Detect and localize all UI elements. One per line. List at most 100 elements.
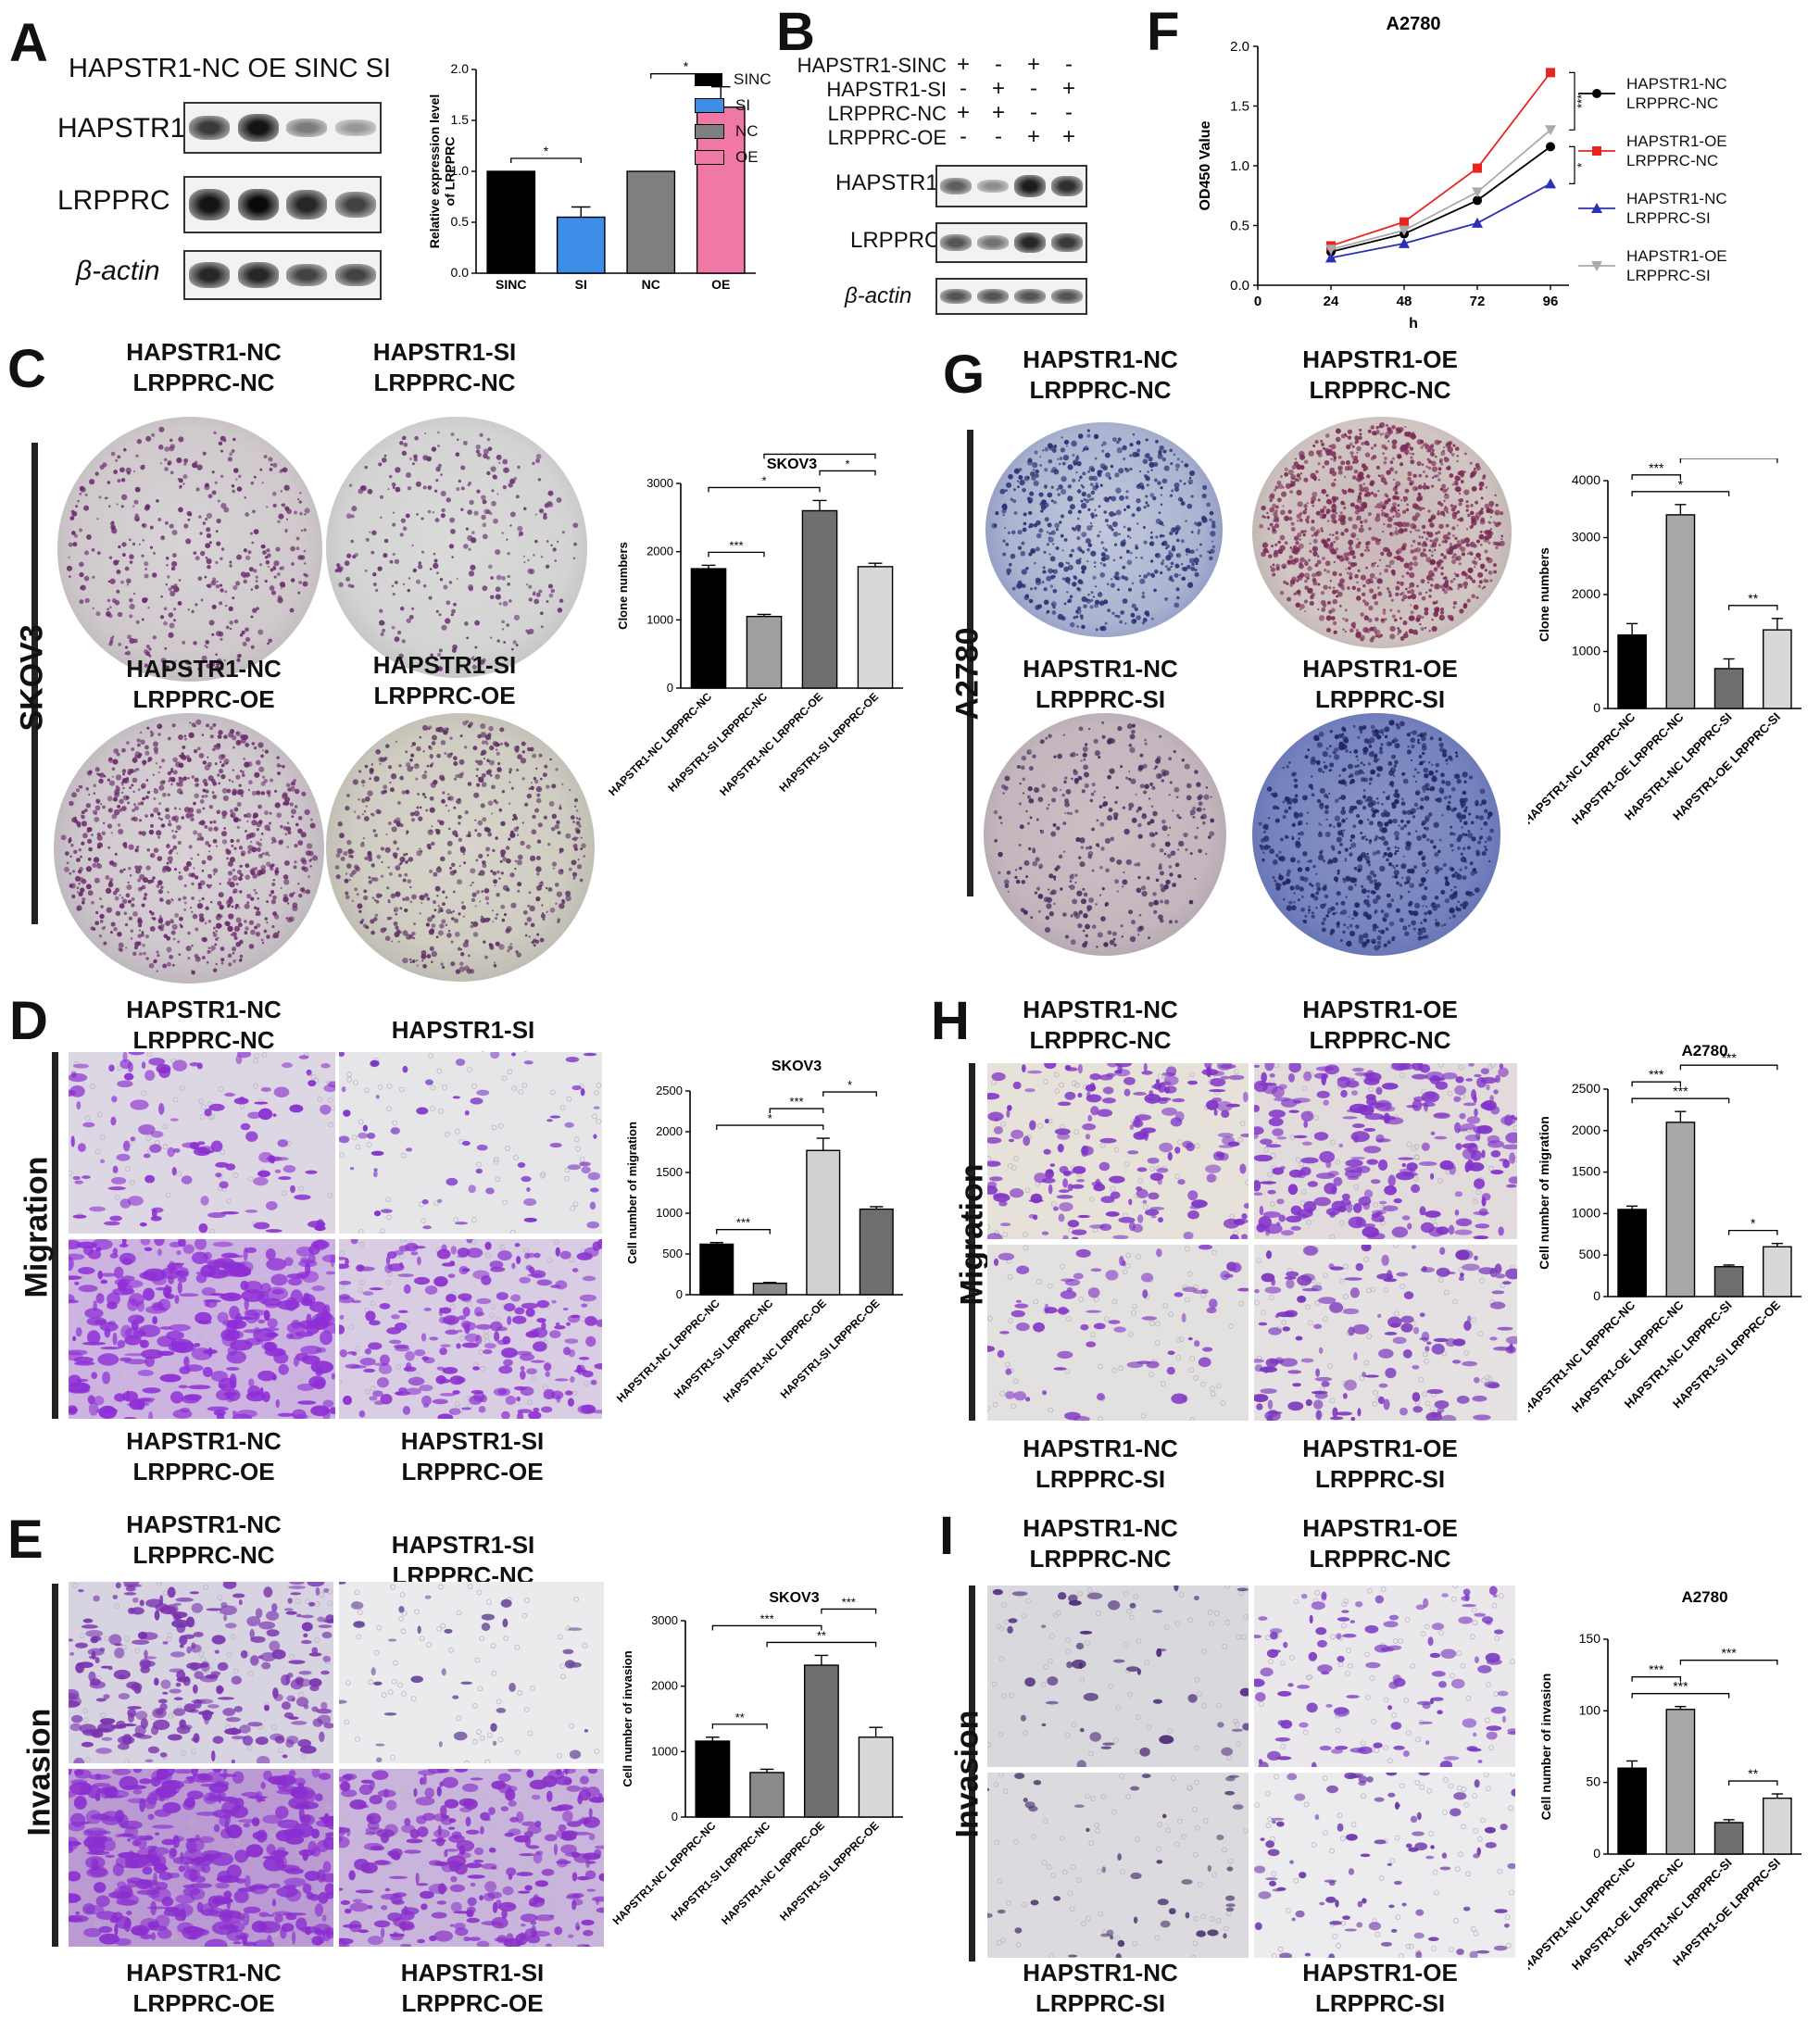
- wb-condition-label: HAPSTR1-SI: [826, 78, 947, 101]
- colony: [361, 813, 364, 816]
- colony: [1180, 501, 1185, 506]
- colony: [1061, 461, 1066, 466]
- colony: [196, 837, 201, 841]
- colony: [495, 594, 501, 600]
- colony: [1205, 786, 1209, 789]
- colony: [1061, 793, 1066, 797]
- colony: [1058, 484, 1063, 490]
- colony: [214, 744, 221, 750]
- colony: [283, 879, 290, 885]
- colony: [1159, 871, 1164, 876]
- colony: [364, 796, 370, 802]
- colony: [1048, 536, 1050, 539]
- colony: [257, 871, 263, 876]
- colony: [372, 829, 377, 833]
- colony: [576, 864, 583, 870]
- colony: [1456, 455, 1460, 457]
- colony: [1179, 498, 1184, 502]
- colony: [293, 865, 297, 870]
- colony: [561, 783, 564, 786]
- colony: [96, 842, 104, 848]
- colony: [231, 844, 234, 847]
- colony: [274, 869, 279, 873]
- colony: [1373, 444, 1377, 447]
- colony: [501, 628, 505, 631]
- colony: [1333, 456, 1337, 460]
- colony: [177, 840, 182, 846]
- colony: [452, 890, 456, 894]
- colony: [1065, 445, 1068, 447]
- colony: [454, 777, 457, 781]
- colony: [1071, 751, 1076, 758]
- colony: [1149, 493, 1155, 497]
- colony: [429, 754, 433, 758]
- colony: [424, 771, 428, 774]
- colony: [145, 865, 151, 871]
- colony: [1211, 545, 1215, 549]
- colony: [1152, 495, 1157, 501]
- colony: [1335, 511, 1338, 515]
- colony: [1366, 818, 1370, 821]
- colony: [182, 896, 187, 900]
- colony: [526, 746, 532, 752]
- colony: [391, 482, 396, 487]
- colony: [268, 457, 273, 462]
- colony: [1147, 470, 1149, 473]
- colony: [1365, 566, 1368, 570]
- colony: [1086, 470, 1091, 473]
- colony: [247, 849, 252, 855]
- colony: [1106, 815, 1113, 821]
- colony: [258, 563, 263, 567]
- colony: [1078, 909, 1084, 915]
- colony: [220, 958, 225, 962]
- colony: [435, 935, 439, 939]
- colony: [547, 886, 553, 892]
- colony: [301, 791, 307, 796]
- significance-bracket: [819, 470, 876, 476]
- colony: [377, 809, 382, 815]
- colony: [413, 922, 416, 926]
- colony: [109, 578, 116, 584]
- colony: [413, 457, 418, 462]
- colony: [72, 542, 78, 547]
- colony: [394, 855, 397, 859]
- legend-label-si: SI: [735, 96, 751, 114]
- colony: [472, 932, 479, 937]
- y-axis-label: OD450 Value: [1198, 120, 1213, 210]
- colony: [167, 891, 169, 894]
- colony: [398, 653, 404, 659]
- colony: [148, 829, 155, 835]
- colony: [1044, 446, 1049, 452]
- colony: [535, 592, 541, 597]
- colony: [245, 874, 250, 880]
- colony: [232, 888, 238, 894]
- colony: [376, 854, 382, 859]
- wb-condition-mark: -: [1065, 100, 1073, 125]
- colony: [1414, 487, 1418, 491]
- colony: [236, 870, 242, 875]
- colony: [172, 757, 178, 763]
- colony: [1497, 521, 1501, 526]
- colony: [183, 457, 189, 463]
- colony: [264, 810, 270, 816]
- colony: [220, 637, 223, 641]
- colony: [1044, 517, 1049, 522]
- colony: [1330, 482, 1337, 487]
- colony: [1419, 551, 1425, 558]
- colony: [1333, 630, 1337, 634]
- colony: [1336, 554, 1341, 559]
- colony: [1190, 531, 1194, 533]
- colony: [1349, 839, 1353, 842]
- colony: [1081, 550, 1086, 554]
- colony: [449, 517, 456, 523]
- colony: [490, 870, 494, 873]
- colony: [507, 574, 510, 579]
- legend-label-line: LRPPRC-NC: [1626, 94, 1719, 112]
- colony: [1487, 520, 1491, 524]
- colony: [298, 580, 303, 584]
- wb-condition-mark: +: [956, 100, 970, 125]
- colony: [1306, 811, 1310, 814]
- colony: [1121, 885, 1124, 888]
- colony: [1351, 523, 1358, 530]
- colony: [1097, 592, 1103, 597]
